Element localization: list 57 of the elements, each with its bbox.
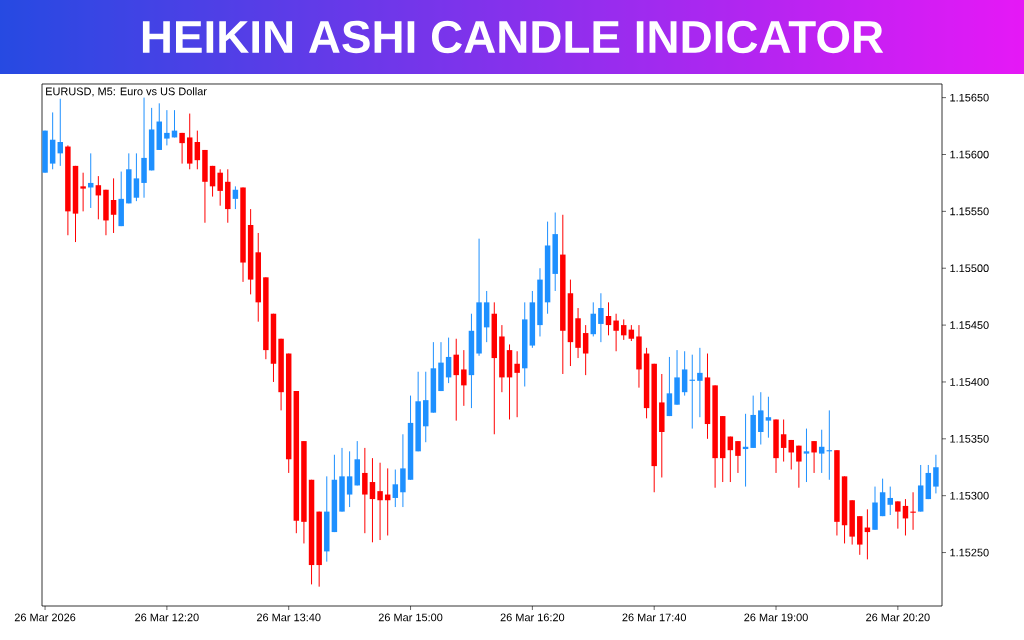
candlestick — [613, 313, 619, 352]
candlestick — [910, 491, 916, 531]
y-tick-label: 1.15500 — [950, 264, 989, 273]
candlestick — [895, 500, 901, 530]
candlestick — [605, 301, 612, 336]
candlestick — [933, 454, 939, 494]
candlestick — [392, 469, 399, 508]
candlestick — [697, 347, 703, 418]
candlestick — [803, 428, 810, 483]
candlestick — [49, 111, 56, 170]
candlestick — [461, 349, 467, 407]
candlestick — [666, 356, 673, 417]
chart-title: EURUSD, M5: Euro vs US Dollar — [46, 87, 207, 97]
x-tick-label: 26 Mar 17:40 — [622, 613, 687, 622]
candlestick — [514, 350, 520, 418]
candlestick — [362, 447, 368, 534]
x-tick-label: 26 Mar 19:00 — [744, 613, 808, 622]
candlestick — [681, 350, 688, 397]
y-tick-label: 1.15250 — [950, 548, 989, 557]
candlestick — [400, 433, 406, 508]
candlestick — [582, 324, 589, 376]
y-tick-label: 1.15600 — [950, 150, 989, 159]
candlestick — [179, 132, 185, 165]
candlestick — [80, 172, 86, 212]
y-tick-label: 1.15350 — [950, 434, 989, 443]
candlestick — [217, 168, 223, 207]
x-tick-label: 26 Mar 15:00 — [378, 613, 443, 622]
candlestick — [232, 185, 239, 210]
candlestick — [735, 440, 741, 474]
y-tick-label: 1.15550 — [950, 207, 989, 216]
candlestick — [110, 177, 117, 234]
candlestick — [780, 418, 787, 463]
candlestick — [796, 445, 802, 489]
y-tick-label: 1.15650 — [950, 93, 989, 102]
x-tick-label: 26 Mar 12:20 — [135, 613, 199, 622]
y-tick-label: 1.15300 — [950, 491, 989, 500]
candlestick — [765, 396, 772, 439]
x-tick-label: 26 Mar 20:20 — [866, 613, 930, 622]
y-tick-label: 1.15450 — [950, 321, 989, 329]
candlestick — [164, 109, 170, 146]
candlestick — [377, 462, 383, 541]
candlestick — [758, 391, 764, 446]
candlestick — [811, 440, 817, 474]
candlestick — [818, 429, 825, 474]
candlestick — [453, 338, 459, 422]
candlestick — [194, 130, 201, 170]
candlestick — [598, 292, 604, 343]
x-tick-label: 26 Mar 2026 — [14, 613, 76, 622]
candlestick — [133, 152, 140, 202]
x-tick-label: 26 Mar 16:20 — [500, 613, 565, 622]
x-tick-label: 26 Mar 13:40 — [256, 613, 321, 622]
candlestick — [887, 486, 893, 516]
text: HEIKIN ASHI CANDLE INDICATOR — [142, 20, 884, 54]
y-tick-label: 1.15400 — [950, 378, 989, 386]
candlestick — [879, 478, 886, 517]
candlestick — [346, 450, 353, 508]
candlestick — [369, 457, 376, 543]
